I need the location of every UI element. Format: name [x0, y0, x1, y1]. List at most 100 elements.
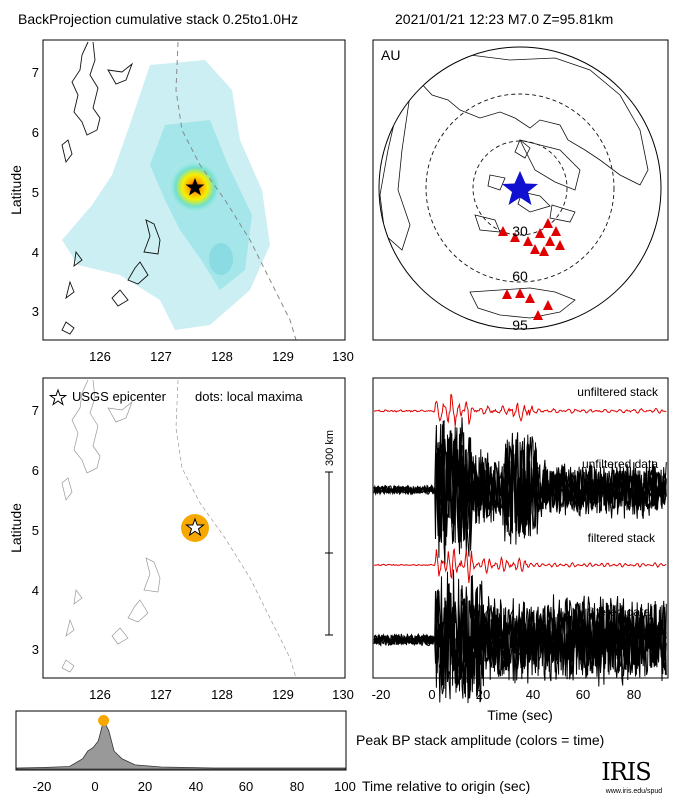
scale-bar-label: 300 km [324, 430, 336, 466]
top-y-tick: 6 [32, 125, 39, 140]
backprojection-heatmap [61, 41, 297, 340]
bottom-x-tick: 126 [89, 687, 111, 702]
unfiltered-data-trace [373, 417, 667, 565]
trace-label-unfiltered-stack: unfiltered stack [577, 385, 659, 399]
amplitude-x-tick: 20 [138, 779, 152, 794]
amplitude-x-axis-label: Time relative to origin (sec) [362, 778, 530, 794]
globe-panel: AU 30 60 95 [372, 39, 669, 341]
amplitude-x-tick: 40 [189, 779, 203, 794]
top-x-tick: 126 [89, 349, 111, 364]
legend-dots-label: dots: local maxima [195, 389, 303, 404]
ring-30 [472, 140, 568, 236]
ring-60 [425, 93, 615, 283]
station-marker [543, 300, 553, 310]
station-marker [523, 236, 533, 246]
bottom-y-tick: 7 [32, 403, 39, 418]
globe-continents [379, 54, 649, 319]
station-marker [551, 226, 561, 236]
bottom-x-tick: 128 [211, 687, 233, 702]
amplitude-x-tick: -20 [33, 779, 52, 794]
station-marker [543, 218, 553, 228]
traces-panel: unfiltered stack unfiltered data filtere… [372, 377, 669, 723]
trace-label-filtered-data: filtered data [587, 605, 650, 619]
ring-label-30: 30 [512, 223, 528, 239]
top-trench-line [175, 41, 297, 340]
ring-label-60: 60 [512, 268, 528, 284]
amplitude-x-ticks: -20 0 20 40 60 80 100 [33, 779, 356, 794]
top-x-tick: 129 [272, 349, 294, 364]
bottom-map-frame [42, 377, 346, 679]
filtered-data-trace [373, 569, 667, 704]
station-marker [555, 240, 565, 250]
station-marker [502, 289, 512, 299]
amplitude-panel: -20 0 20 40 60 80 100 Peak BP stack ampl… [15, 710, 604, 794]
traces-x-tick: 40 [526, 687, 540, 702]
bottom-x-tick: 130 [332, 687, 354, 702]
top-y-tick: 7 [32, 65, 39, 80]
event-info: 2021/01/21 12:23 M7.0 Z=95.81km [395, 11, 614, 27]
traces-x-ticks: -20 0 20 40 60 80 [372, 687, 642, 702]
top-coastlines [61, 41, 161, 335]
top-y-tick: 4 [32, 245, 39, 260]
heatmap-secondary-lobe [209, 243, 233, 275]
amplitude-peak-marker [98, 715, 110, 726]
amplitude-caption: Peak BP stack amplitude (colors = time) [356, 732, 604, 748]
scale-bar [325, 471, 333, 636]
bottom-y-tick: 3 [32, 642, 39, 657]
traces-x-tick: 60 [576, 687, 590, 702]
station-marker [539, 246, 549, 256]
trace-label-unfiltered-data: unfiltered data [582, 457, 658, 471]
trace-label-filtered-stack: filtered stack [588, 531, 656, 545]
station-marker [515, 288, 525, 298]
ring-label-95: 95 [512, 317, 528, 333]
bottom-map: USGS epicenter dots: local maxima 300 km… [8, 377, 354, 702]
bottom-y-tick: 5 [32, 523, 39, 538]
bottom-y-axis-label: Latitude [8, 503, 24, 553]
globe-epicenter-star [502, 171, 538, 205]
station-marker [545, 236, 555, 246]
top-y-tick: 5 [32, 185, 39, 200]
amplitude-x-tick: 100 [334, 779, 356, 794]
traces-x-axis-label: Time (sec) [487, 707, 553, 723]
top-map: 126 127 128 129 130 3 4 5 6 7 Latitude [8, 39, 354, 364]
iris-logo-text: IRIS [601, 758, 650, 786]
chart-title: BackProjection cumulative stack 0.25to1.… [18, 11, 299, 27]
station-marker [535, 228, 545, 238]
filtered-stack-trace [373, 548, 667, 583]
legend-star-icon [48, 388, 68, 406]
amplitude-area [16, 719, 346, 770]
traces-x-tick: 0 [428, 687, 435, 702]
bottom-x-tick: 129 [272, 687, 294, 702]
bottom-y-ticks: 3 4 5 6 7 [32, 403, 39, 657]
traces-x-tick: 80 [627, 687, 641, 702]
globe-region-label: AU [381, 47, 400, 63]
bottom-x-ticks: 126 127 128 129 130 [89, 687, 354, 702]
amplitude-frame [15, 710, 347, 771]
top-x-tick: 127 [150, 349, 172, 364]
bottom-x-tick: 127 [150, 687, 172, 702]
top-y-ticks: 3 4 5 6 7 [32, 65, 39, 319]
top-x-ticks: 126 127 128 129 130 [89, 349, 354, 364]
traces-x-tick: 20 [476, 687, 490, 702]
top-x-tick: 130 [332, 349, 354, 364]
top-map-frame [42, 39, 346, 341]
unfiltered-stack-trace [373, 393, 667, 427]
station-marker [533, 310, 543, 320]
top-epicenter-star [185, 178, 205, 196]
top-x-tick: 128 [211, 349, 233, 364]
bottom-y-tick: 6 [32, 463, 39, 478]
station-marker [498, 226, 508, 236]
bottom-y-tick: 4 [32, 583, 39, 598]
top-y-axis-label: Latitude [8, 165, 24, 215]
iris-url: www.iris.edu/spud [605, 788, 663, 795]
iris-logo: IRIS www.iris.edu/spud [601, 758, 662, 795]
station-marker [525, 293, 535, 303]
legend-epicenter-label: USGS epicenter [72, 389, 167, 404]
station-marker [530, 244, 540, 254]
globe-distance-rings [425, 93, 615, 283]
top-y-tick: 3 [32, 304, 39, 319]
bottom-coastlines [61, 379, 297, 678]
amplitude-x-tick: 0 [91, 779, 98, 794]
amplitude-x-tick: 80 [290, 779, 304, 794]
